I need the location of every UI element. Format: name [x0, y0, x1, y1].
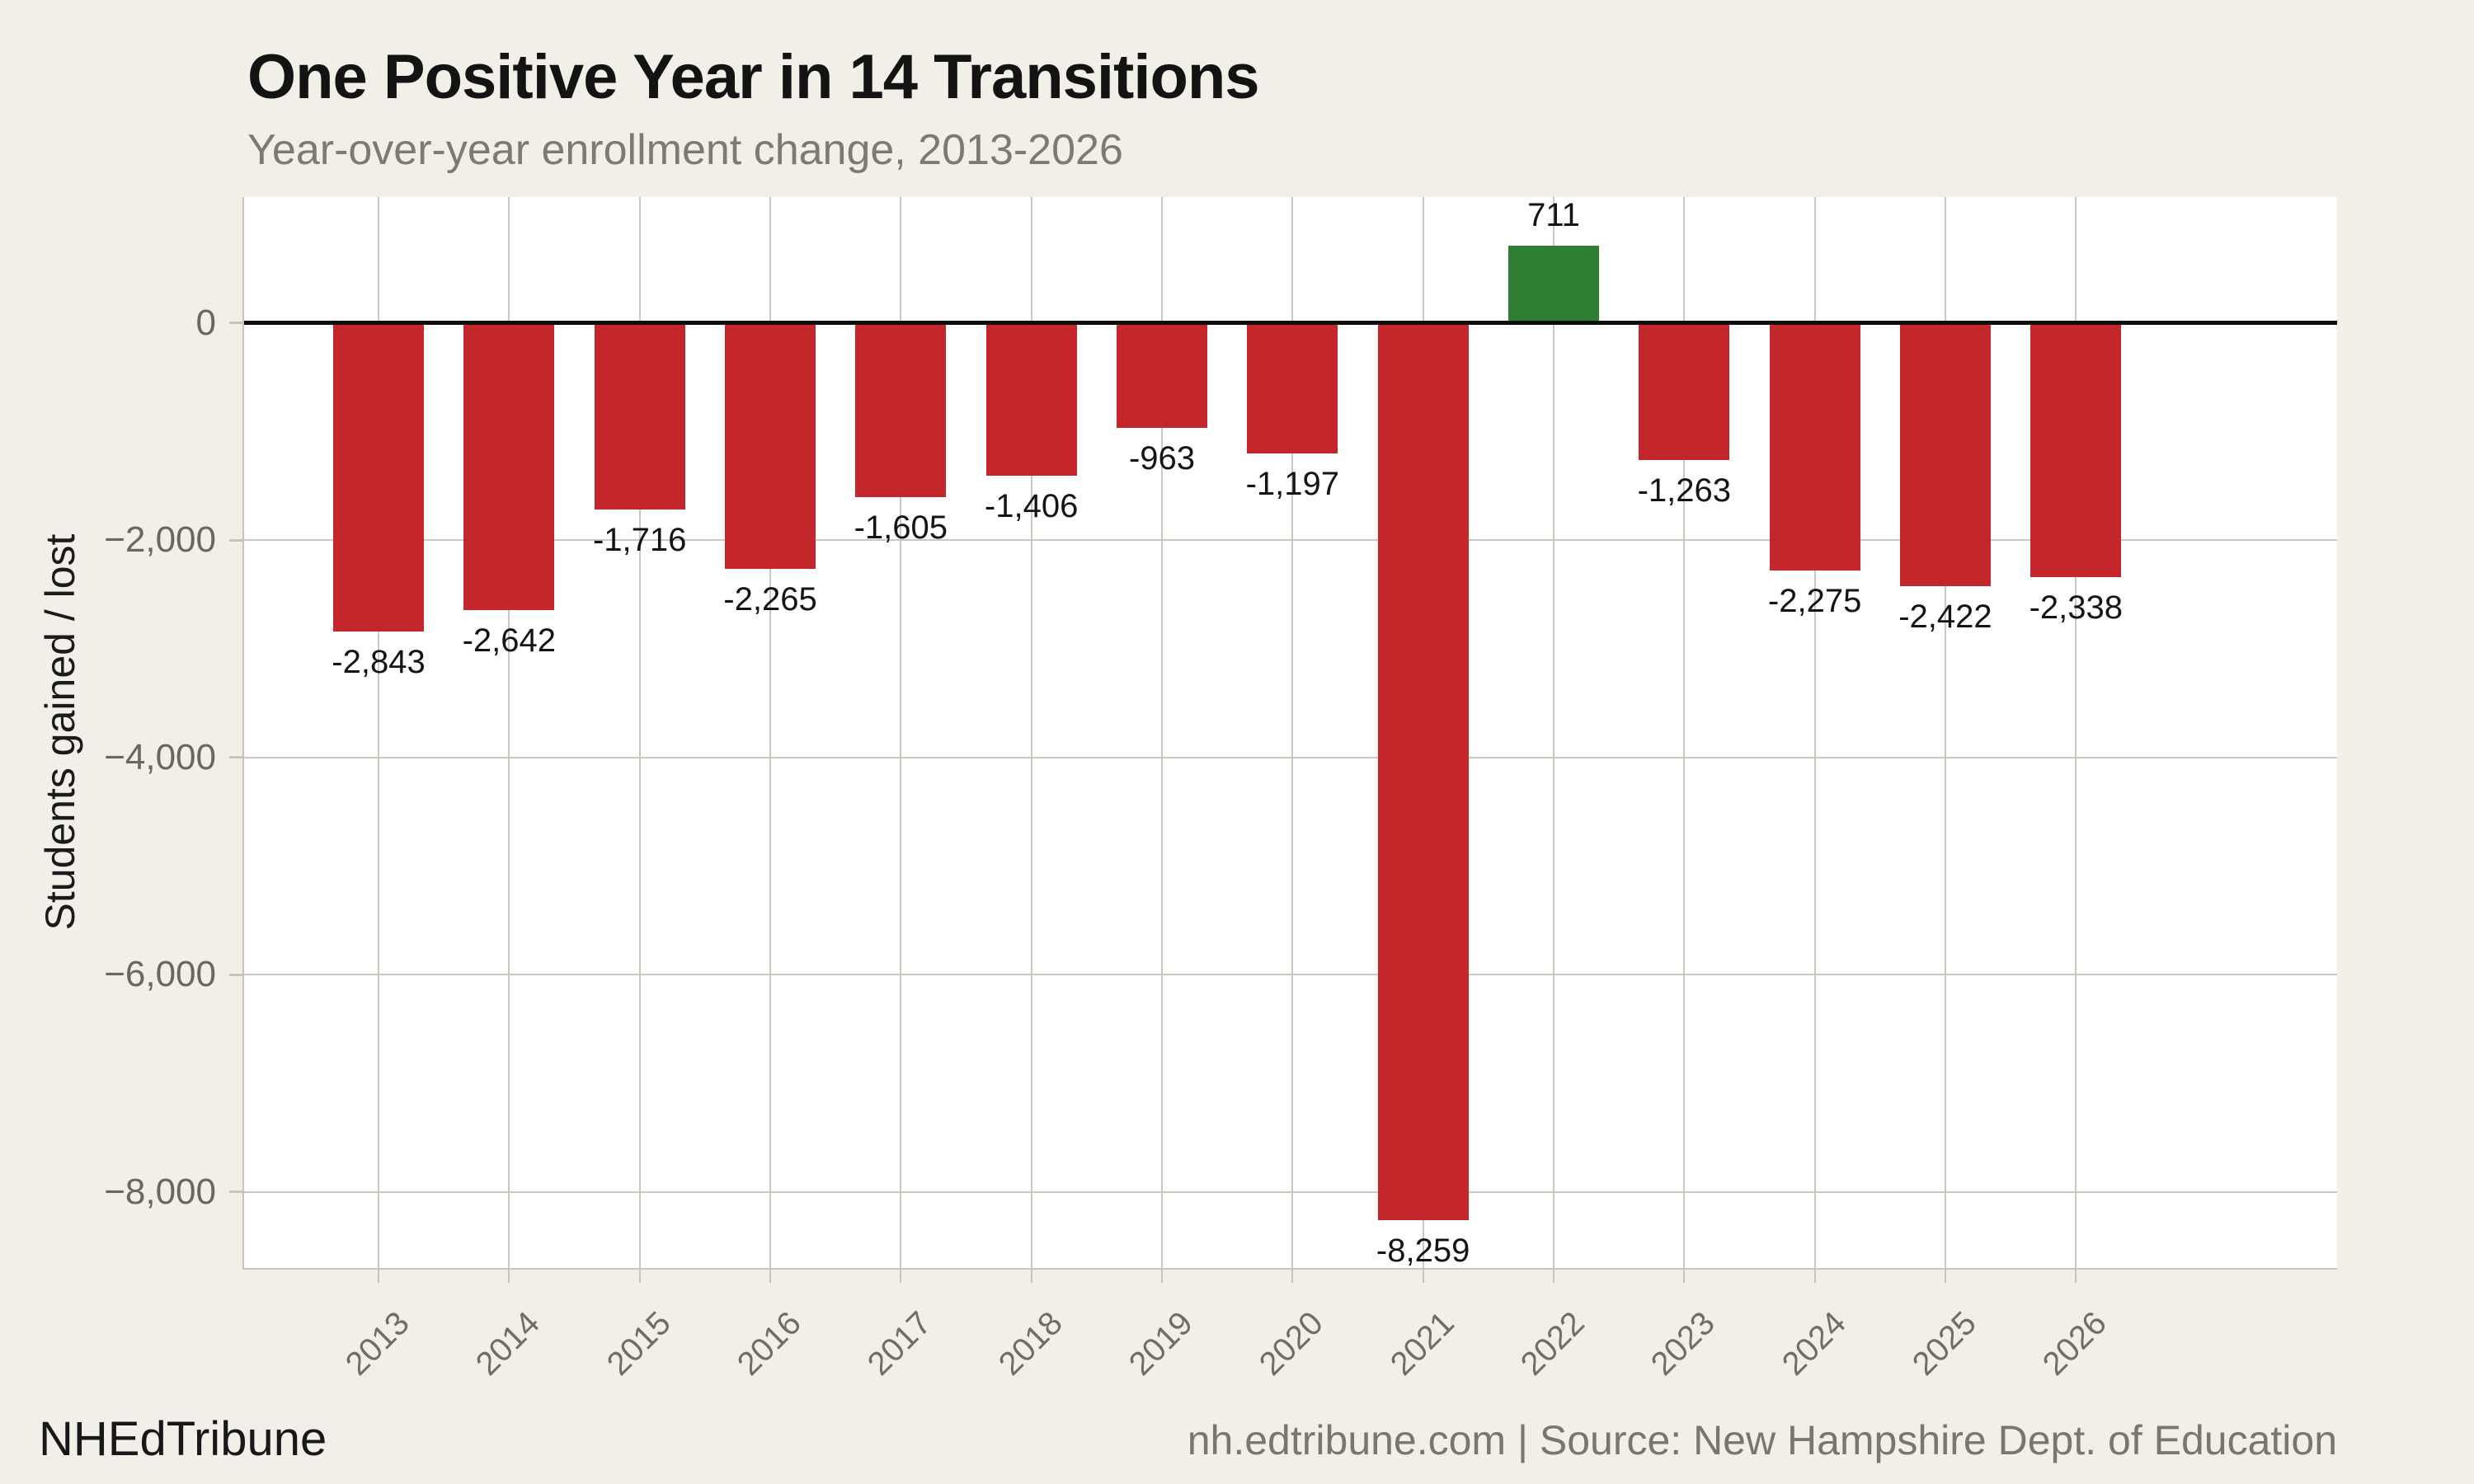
x-tick-mark [1944, 1270, 1946, 1283]
x-tick-mark [1160, 1270, 1163, 1283]
y-tick-label: −8,000 [104, 1171, 216, 1212]
bar-2014 [463, 322, 555, 610]
x-tick-mark [1422, 1270, 1424, 1283]
bar-value-label-2020: -1,197 [1245, 465, 1339, 502]
x-tick-mark [900, 1270, 902, 1283]
bar-2013 [333, 322, 424, 632]
y-gridline [244, 1190, 2337, 1193]
x-tick-mark [1552, 1270, 1554, 1283]
bar-2021 [1377, 322, 1469, 1220]
x-tick-mark [1813, 1270, 1816, 1283]
chart-subtitle: Year-over-year enrollment change, 2013-2… [247, 126, 1123, 174]
x-tick-label-2015: 2015 [600, 1304, 678, 1383]
x-tick-mark [1291, 1270, 1294, 1283]
x-axis-line [242, 1268, 2337, 1270]
y-tick-mark [229, 1190, 242, 1194]
bar-value-label-2019: -963 [1128, 439, 1195, 477]
zero-line [244, 321, 2337, 326]
x-tick-mark [508, 1270, 510, 1283]
bar-2018 [985, 322, 1077, 477]
y-tick-mark [229, 322, 242, 325]
x-gridline [2075, 197, 2077, 1268]
x-gridline [769, 197, 771, 1268]
x-gridline [900, 197, 902, 1268]
bar-value-label-2022: 711 [1527, 197, 1580, 234]
bar-2023 [1639, 322, 1730, 461]
y-tick-mark [229, 538, 242, 542]
footer-source: nh.edtribune.com | Source: New Hampshire… [1187, 1417, 2337, 1463]
y-tick-mark [229, 973, 242, 976]
bar-value-label-2024: -2,275 [1767, 582, 1862, 619]
x-gridline [508, 197, 510, 1268]
x-tick-mark [1683, 1270, 1686, 1283]
plot-area: 0 −2,000 −4,000 −6,000 −8,000 2013 -2,843 2014-… [104, 197, 2337, 1383]
chart-title: One Positive Year in 14 Transitions [247, 42, 1260, 112]
y-gridline [244, 756, 2337, 758]
bar-2026 [2030, 322, 2122, 577]
bar-2017 [855, 322, 947, 498]
y-tick-label: −4,000 [104, 736, 216, 777]
x-tick-mark [378, 1270, 379, 1283]
bar-value-label-2015: -1,716 [592, 521, 687, 558]
y-tick-label: 0 [195, 302, 216, 343]
y-tick-label: −2,000 [104, 519, 216, 561]
x-gridline [1030, 197, 1032, 1268]
bar-2019 [1116, 322, 1207, 428]
x-gridline [1160, 197, 1163, 1268]
y-tick-label: −6,000 [104, 954, 216, 995]
y-axis-line [242, 197, 244, 1270]
bar-2025 [1899, 322, 1991, 586]
y-gridline [244, 974, 2337, 976]
y-tick-mark [229, 756, 242, 759]
bar-2022 [1507, 246, 1599, 323]
x-gridline [378, 197, 379, 1268]
bar-value-label-2014: -2,642 [462, 622, 557, 659]
x-tick-mark [769, 1270, 771, 1283]
bar-value-label-2021: -8,259 [1376, 1232, 1470, 1269]
x-gridline [638, 197, 641, 1268]
bar-2024 [1769, 322, 1860, 571]
bar-value-label-2017: -1,605 [854, 510, 948, 547]
bar-value-label-2013: -2,843 [332, 644, 426, 681]
bar-2020 [1247, 322, 1338, 453]
bar-value-label-2018: -1,406 [984, 488, 1079, 525]
x-tick-mark [2075, 1270, 2077, 1283]
bar-value-label-2016: -2,265 [723, 581, 817, 618]
x-gridline [1944, 197, 1946, 1268]
bar-value-label-2026: -2,338 [2029, 589, 2123, 626]
x-tick-mark [638, 1270, 641, 1283]
x-gridline [1683, 197, 1686, 1268]
x-gridline [1552, 197, 1554, 1268]
bar-value-label-2023: -1,263 [1637, 472, 1731, 510]
footer-brand: NHEdTribune [39, 1412, 327, 1466]
x-tick-label-2014: 2014 [469, 1304, 548, 1383]
y-gridline [244, 539, 2337, 542]
x-gridline [1813, 197, 1816, 1268]
x-gridline [1291, 197, 1294, 1268]
bar-2015 [594, 322, 685, 510]
bar-value-label-2025: -2,422 [1898, 598, 1992, 635]
bar-2016 [724, 322, 816, 570]
x-tick-mark [1030, 1270, 1032, 1283]
